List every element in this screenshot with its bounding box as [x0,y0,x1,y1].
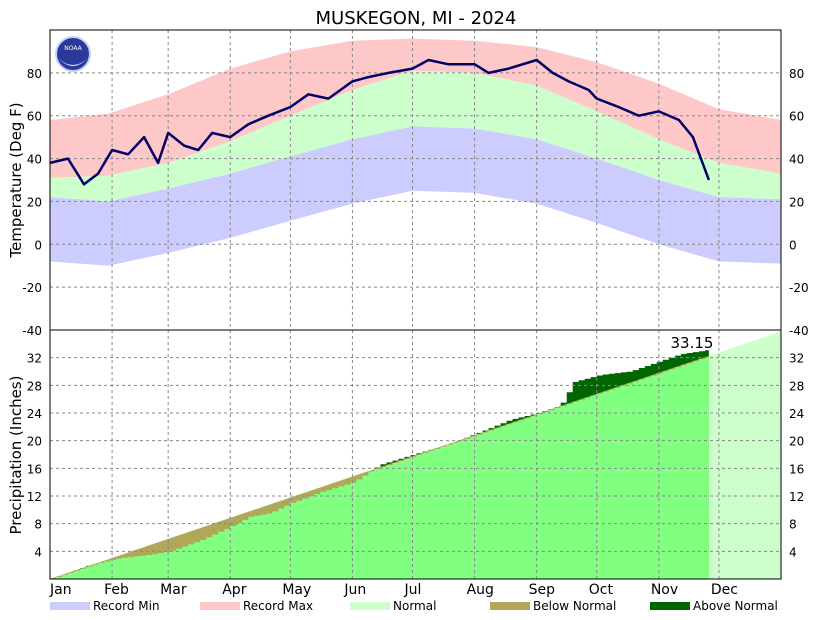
legend-label: Normal [393,599,436,613]
temperature-ticks: -40 -40 -20 -20 0 0 20 20 40 40 60 60 80 80 [22,67,808,338]
temperature-tick-label-right: 80 [789,67,804,81]
temperature-tick-label-right: 0 [789,238,797,252]
temperature-tick-label-right: 60 [789,110,804,124]
month-label: May [282,582,311,598]
precipitation-axis-label: Precipitation (Inches) [7,376,25,535]
temperature-tick-label-left: 80 [27,67,42,81]
month-label: Aug [467,582,494,598]
temperature-tick-label-left: 0 [34,238,42,252]
precipitation-tick-label-right: 4 [789,545,797,559]
legend-item: Below Normal [490,599,616,613]
precipitation-tick-label-right: 24 [789,407,804,421]
noaa-logo-icon: NOAA [55,36,91,72]
month-label: Mar [160,582,187,598]
month-label: Oct [589,582,614,598]
legend-label: Below Normal [533,599,616,613]
legend-item: Normal [350,599,436,613]
precipitation-tick-label-right: 16 [789,462,804,476]
precipitation-panel-frame [49,329,782,580]
temperature-tick-label-right: 20 [789,195,804,209]
precipitation-tick-label-left: 28 [27,379,42,393]
temperature-observed [49,58,711,186]
legend-swatch [200,602,240,610]
temperature-tick-label-left: -20 [22,281,42,295]
month-label: Jun [343,582,366,598]
legend-label: Above Normal [693,599,778,613]
legend-item: Record Max [200,599,313,613]
month-label: Jul [403,582,421,598]
month-label: Apr [222,582,246,598]
chart-title: MUSKEGON, MI - 2024 [316,8,517,29]
month-label: Feb [104,582,129,598]
precipitation-tick-label-left: 12 [27,490,42,504]
temperature-tick-label-left: 20 [27,195,42,209]
precipitation-total-annotation: 33.15 [671,334,714,352]
legend-item: Above Normal [650,599,778,613]
month-label: Sep [529,582,556,598]
legend-label: Record Min [93,599,160,613]
legend-item: Record Min [50,599,160,613]
legend-swatch [50,602,90,610]
precipitation-tick-label-left: 8 [34,518,42,532]
precipitation-tick-label-right: 28 [789,379,804,393]
precipitation-tick-label-right: 8 [789,518,797,532]
legend: Record Min Record Max Normal Below Normal Ab… [50,599,778,613]
month-label: Jan [49,582,72,598]
precipitation-tick-label-right: 20 [789,435,804,449]
month-labels: Jan Feb Mar Apr May Jun Jul Aug Sep Oct Nov Dec [49,582,738,598]
temperature-grid [50,30,781,330]
legend-swatch [650,602,690,610]
month-label: Dec [711,582,738,598]
normal-band [50,70,781,202]
legend-swatch [350,602,390,610]
record-min-band [50,126,781,266]
temperature-tick-label-right: -40 [789,324,809,338]
noaa-logo-text: NOAA [64,45,82,52]
precipitation-tick-label-left: 16 [27,462,42,476]
precipitation-tick-label-left: 32 [27,352,42,366]
precipitation-areas [50,331,781,579]
precipitation-tick-label-left: 24 [27,407,42,421]
precipitation-tick-label-left: 4 [34,545,42,559]
observed-temperature-line [49,58,711,186]
precipitation-tick-label-right: 32 [789,352,804,366]
temperature-axis-label: Temperature (Deg F) [7,102,25,258]
precipitation-tick-label-left: 20 [27,435,42,449]
temperature-tick-label-left: 40 [27,153,42,167]
precipitation-grid [50,330,781,579]
legend-label: Record Max [243,599,313,613]
month-label: Nov [651,582,678,598]
temperature-tick-label-right: 40 [789,153,804,167]
temperature-tick-label-left: 60 [27,110,42,124]
precipitation-ticks: 4 4 8 8 12 12 16 16 20 20 24 24 28 28 32 32 [27,352,805,560]
legend-swatch [490,602,530,610]
temperature-tick-label-left: -40 [22,324,42,338]
record-max-band [50,38,781,178]
precipitation-tick-label-right: 12 [789,490,804,504]
temperature-tick-label-right: -20 [789,281,809,295]
temperature-bands [50,38,781,266]
